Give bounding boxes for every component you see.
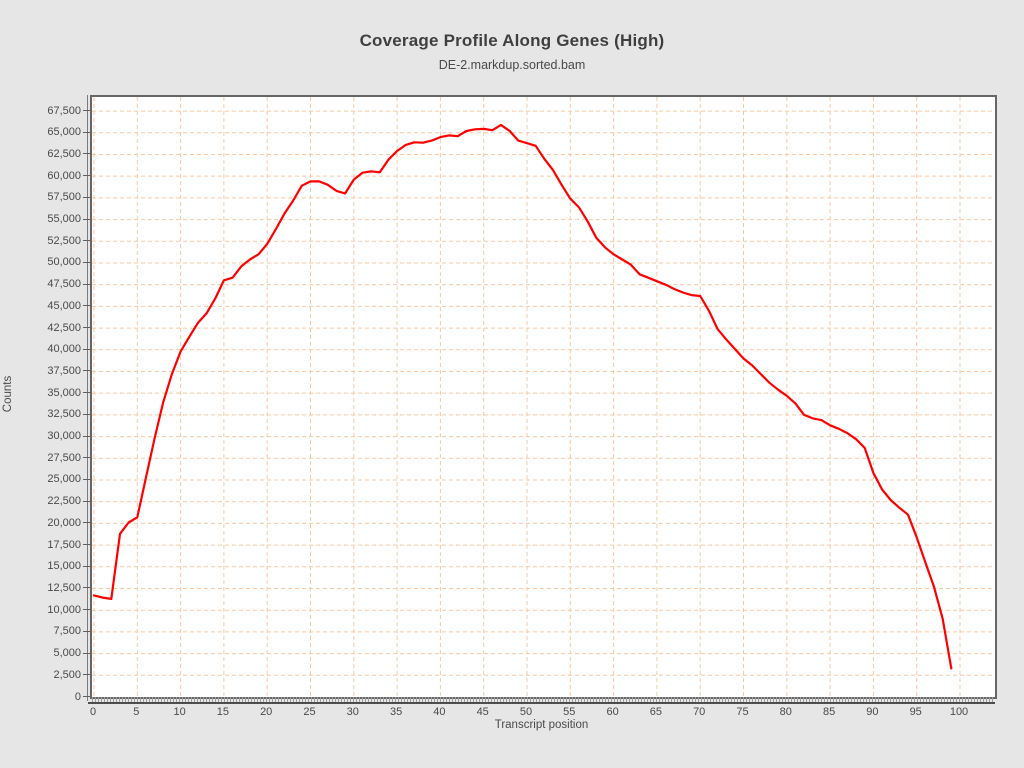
y-tick-mark	[83, 132, 90, 133]
y-tick-mark	[83, 522, 90, 523]
y-tick-label: 57,500	[47, 191, 81, 204]
y-tick-label: 27,500	[47, 451, 81, 464]
chart-subtitle: DE-2.markdup.sorted.bam	[438, 58, 586, 72]
y-tick-label: 55,000	[47, 213, 81, 226]
y-tick-mark	[83, 197, 90, 198]
y-tick-label: 45,000	[47, 299, 81, 312]
y-tick-label: 35,000	[47, 386, 81, 399]
x-tick-label: 80	[779, 706, 792, 718]
y-tick-label: 50,000	[47, 256, 81, 269]
x-tick-label: 65	[649, 706, 663, 718]
x-axis-minor-ticks	[92, 697, 995, 702]
y-tick-label: 42,500	[47, 321, 81, 334]
y-axis-title: Counts	[2, 375, 14, 413]
x-tick-label: 10	[173, 706, 186, 718]
y-tick-mark	[83, 262, 90, 263]
x-tick-label: 25	[303, 706, 316, 718]
y-tick-label: 22,500	[47, 495, 81, 508]
x-tick-label: 35	[389, 706, 403, 718]
y-tick-label: 2,500	[53, 668, 81, 681]
y-tick-mark	[83, 501, 90, 502]
y-tick-label: 12,500	[47, 581, 81, 594]
y-tick-label: 10,000	[47, 603, 81, 616]
x-tick-label: 20	[260, 706, 273, 718]
chart-title: Coverage Profile Along Genes (High)	[359, 31, 665, 50]
y-tick-mark	[83, 305, 90, 306]
y-tick-label: 67,500	[47, 104, 81, 117]
y-tick-label: 37,500	[47, 364, 81, 377]
x-tick-label: 85	[822, 706, 836, 718]
y-tick-label: 60,000	[47, 169, 81, 182]
y-tick-mark	[83, 349, 90, 350]
y-tick-label: 62,500	[47, 147, 81, 160]
y-tick-mark	[83, 153, 90, 154]
y-tick-mark	[83, 674, 90, 675]
y-tick-mark	[83, 653, 90, 654]
x-tick-label: 15	[216, 706, 230, 718]
y-tick-label: 7,500	[53, 625, 81, 638]
y-axis-line	[87, 95, 88, 701]
y-tick-mark	[83, 566, 90, 567]
y-tick-mark	[83, 240, 90, 241]
x-tick-label: 5	[133, 706, 140, 718]
y-tick-mark	[83, 110, 90, 111]
y-tick-label: 40,000	[47, 343, 81, 356]
x-tick-label: 55	[563, 706, 576, 718]
y-tick-mark	[83, 609, 90, 610]
y-tick-label: 65,000	[47, 126, 81, 139]
y-tick-mark	[83, 479, 90, 480]
y-tick-mark	[83, 414, 90, 415]
x-tick-label: 40	[433, 706, 446, 718]
y-tick-mark	[83, 370, 90, 371]
y-tick-mark	[83, 457, 90, 458]
x-axis-title: Transcript position	[494, 719, 589, 731]
x-tick-label: 60	[606, 706, 619, 718]
x-tick-label: 50	[519, 706, 533, 718]
x-axis-line	[88, 702, 995, 704]
y-tick-mark	[83, 219, 90, 220]
y-tick-label: 0	[74, 690, 81, 703]
y-tick-label: 52,500	[47, 234, 81, 247]
plot-area	[90, 95, 997, 699]
y-tick-mark	[83, 696, 90, 697]
x-tick-label: 95	[909, 706, 922, 718]
x-tick-label: 30	[346, 706, 359, 718]
y-tick-label: 32,500	[47, 408, 81, 421]
x-tick-label: 70	[693, 706, 706, 718]
y-tick-mark	[83, 544, 90, 545]
y-tick-mark	[83, 587, 90, 588]
x-tick-label: 45	[476, 706, 489, 718]
y-tick-mark	[83, 436, 90, 437]
x-tick-label: 0	[89, 706, 97, 718]
x-tick-label: 90	[866, 706, 879, 718]
y-tick-mark	[83, 631, 90, 632]
y-tick-label: 5,000	[53, 647, 81, 660]
coverage-line	[92, 123, 953, 670]
y-tick-label: 20,000	[47, 516, 81, 529]
y-tick-label: 15,000	[47, 560, 81, 573]
y-tick-label: 47,500	[47, 278, 81, 291]
y-tick-mark	[83, 284, 90, 285]
y-tick-mark	[83, 175, 90, 176]
x-tick-label: 100	[949, 706, 969, 718]
y-tick-label: 25,000	[47, 473, 81, 486]
chart-canvas	[92, 97, 995, 697]
y-tick-label: 30,000	[47, 430, 81, 443]
y-tick-mark	[83, 392, 90, 393]
y-tick-mark	[83, 327, 90, 328]
y-tick-label: 17,500	[47, 538, 81, 551]
x-tick-label: 75	[736, 706, 749, 718]
